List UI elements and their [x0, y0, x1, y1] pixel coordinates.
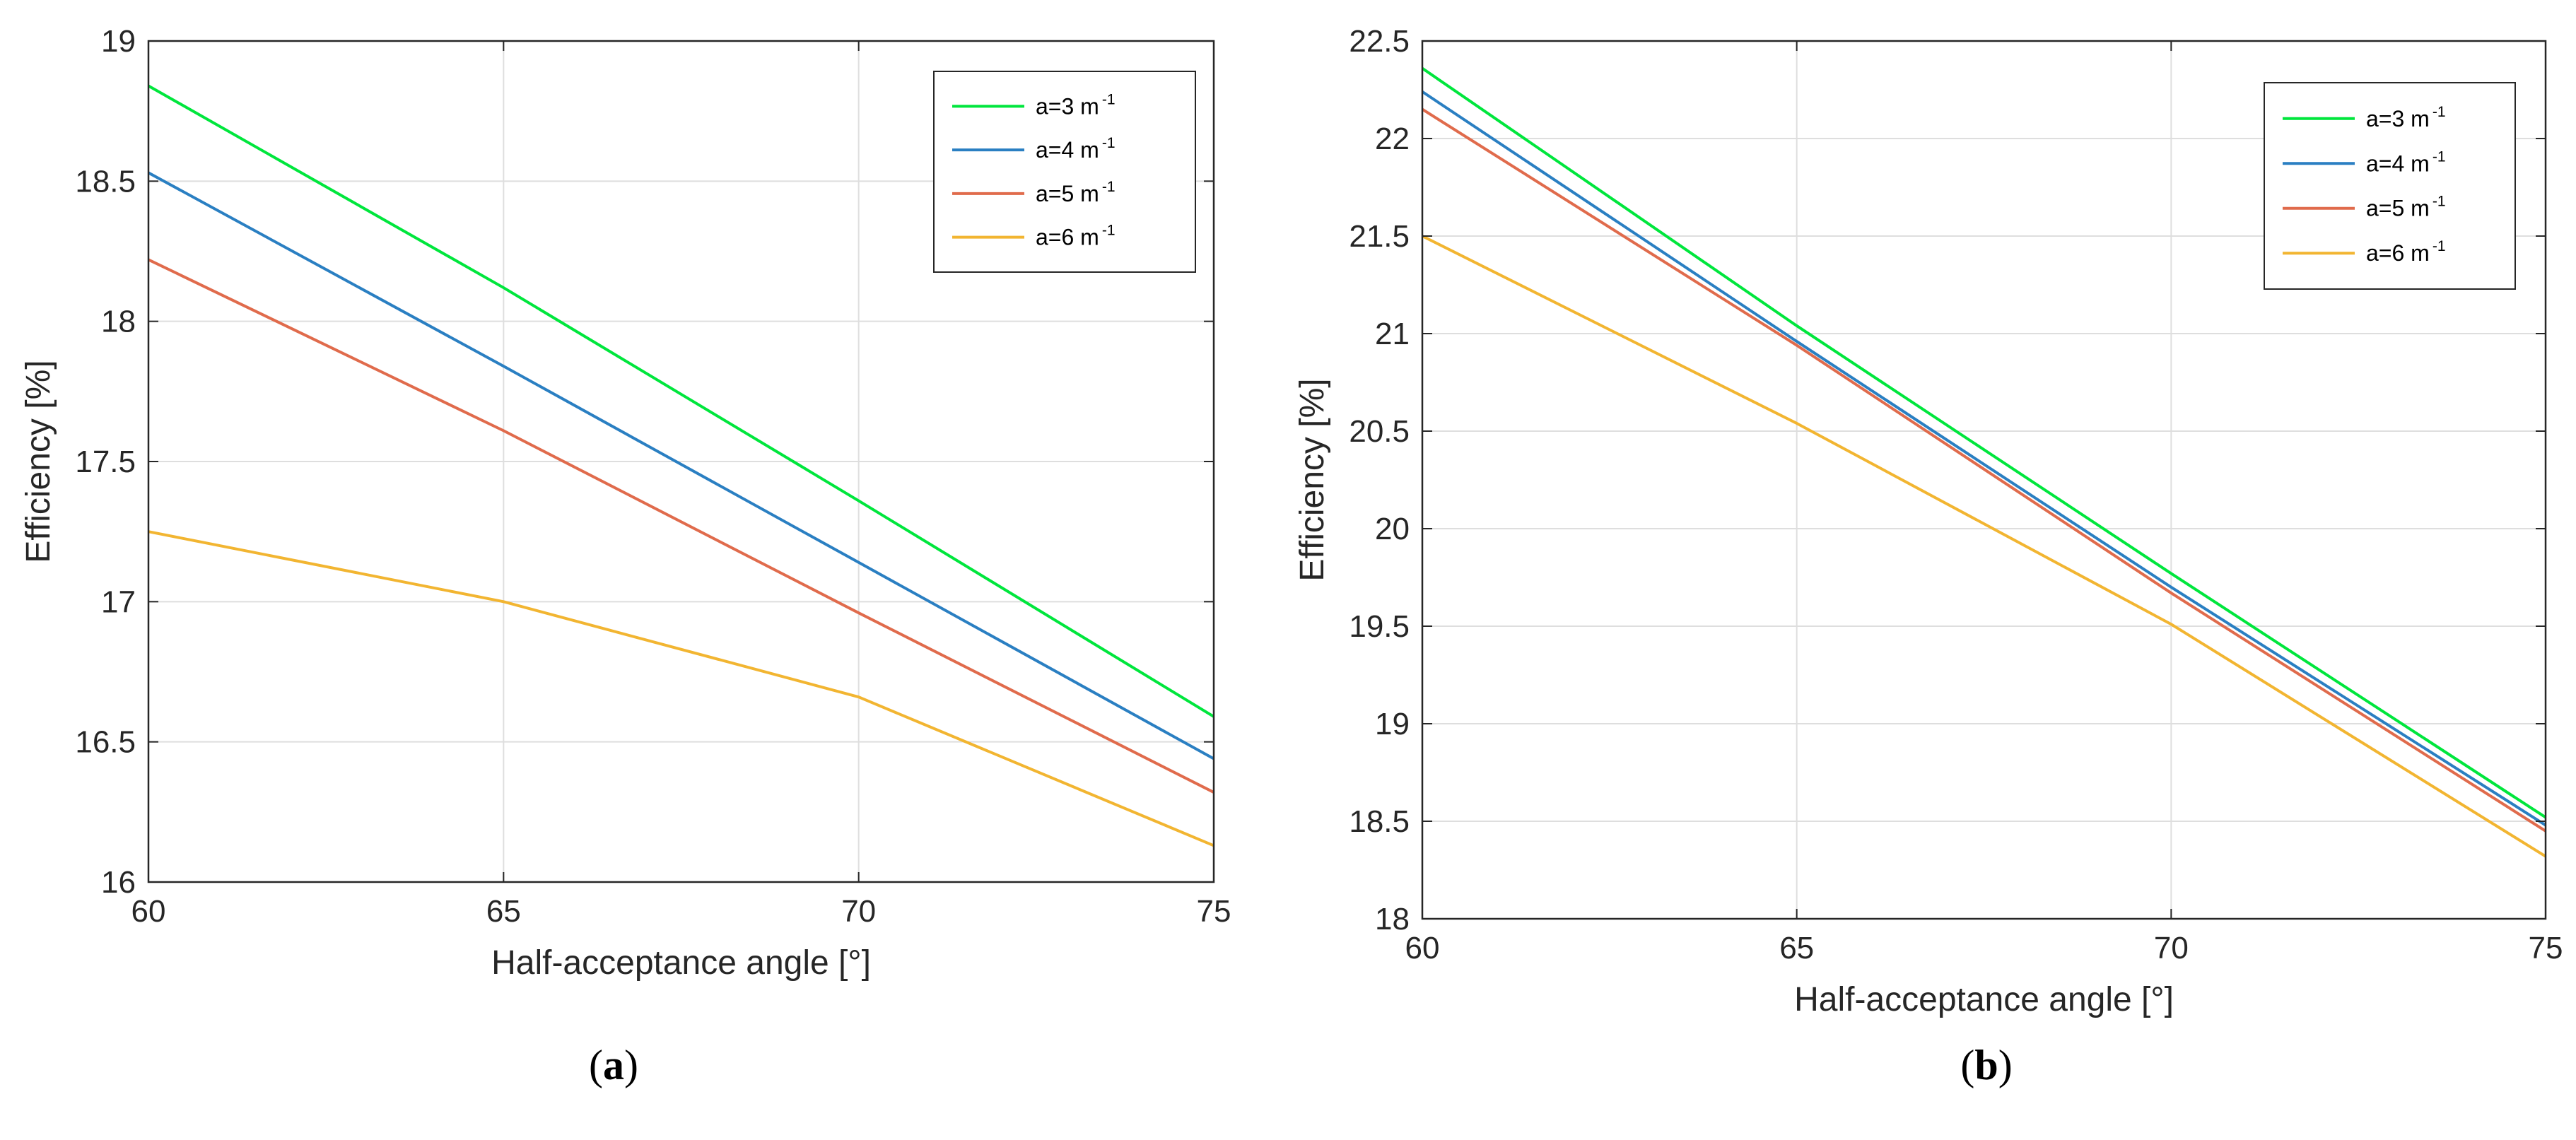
legend-label-1: a=3 m -1: [2366, 104, 2446, 131]
y-tick-label: 21: [1375, 317, 1410, 351]
x-axis-label: Half-acceptance angle [°]: [491, 944, 871, 982]
legend-label-3: a=5 m -1: [2366, 194, 2446, 221]
y-axis-label: Efficiency [%]: [20, 360, 57, 563]
y-tick-label: 18: [101, 305, 136, 339]
axes-box: [1421, 40, 2547, 920]
y-tick-label: 19.5: [1349, 609, 1410, 644]
legend-box: [2264, 82, 2516, 290]
series-line-4: [148, 530, 1214, 847]
y-tick-label: 16: [101, 865, 136, 900]
series-line-2: [1421, 90, 2547, 827]
x-tick-label: 65: [1779, 931, 1814, 965]
y-tick-label: 22.5: [1349, 24, 1410, 59]
x-tick-label: 70: [841, 894, 876, 929]
legend-label-3: a=5 m -1: [1036, 179, 1116, 206]
panel-label: (b): [1960, 1042, 2012, 1088]
panel-label: (a): [589, 1042, 638, 1088]
y-tick-label: 20: [1375, 512, 1410, 546]
legend-label-2: a=4 m -1: [1036, 135, 1116, 163]
legend-label-1: a=3 m -1: [1036, 91, 1116, 119]
x-tick-label: 60: [1405, 931, 1440, 965]
y-tick-label: 18.5: [1349, 804, 1410, 839]
y-tick-label: 17: [101, 584, 136, 619]
x-tick-label: 60: [131, 894, 166, 929]
y-tick-label: 16.5: [75, 725, 136, 760]
series-line-3: [148, 258, 1214, 794]
x-tick-label: 65: [486, 894, 521, 929]
x-tick-label: 75: [2529, 931, 2563, 965]
chart-a: 60 65 70 75 16 16.5 17 17.5 18 18.5 19 Half-accepta…: [20, 24, 1231, 1088]
series-line-1: [148, 84, 1215, 718]
x-tick-label: 75: [1197, 894, 1231, 929]
y-axis-label: Efficiency [%]: [1294, 378, 1331, 581]
y-tick-label: 18.5: [75, 164, 136, 199]
y-tick-label: 19: [1375, 707, 1410, 741]
y-tick-label: 18: [1375, 902, 1410, 936]
x-tick-label: 70: [2154, 931, 2189, 965]
legend-label-4: a=6 m -1: [2366, 238, 2446, 266]
series-line-2: [148, 171, 1214, 760]
series-line-1: [1421, 66, 2547, 819]
x-axis-label: Half-acceptance angle [°]: [1794, 981, 2174, 1018]
y-tick-label: 19: [101, 24, 136, 59]
y-tick-label: 22: [1375, 122, 1410, 156]
legend: a=3 m -1 a=4 m -1 a=5 m -1 a=6 m -1: [933, 71, 1196, 273]
series-line-3: [1421, 107, 2547, 833]
legend-label-4: a=6 m -1: [1036, 223, 1116, 250]
y-tick-label: 20.5: [1349, 414, 1410, 449]
y-tick-label: 21.5: [1349, 219, 1410, 254]
legend-box: [933, 71, 1196, 273]
legend-label-2: a=4 m -1: [2366, 148, 2446, 176]
legend: a=3 m -1 a=4 m -1 a=5 m -1 a=6 m -1: [2264, 82, 2516, 290]
y-tick-label: 17.5: [75, 445, 136, 479]
chart-b: 60 65 70 75 18 18.5 19 19.5 20 20.5 21 21.5 22 22.5 Ha…: [1294, 24, 2563, 1088]
series-line-4: [1422, 235, 2547, 858]
